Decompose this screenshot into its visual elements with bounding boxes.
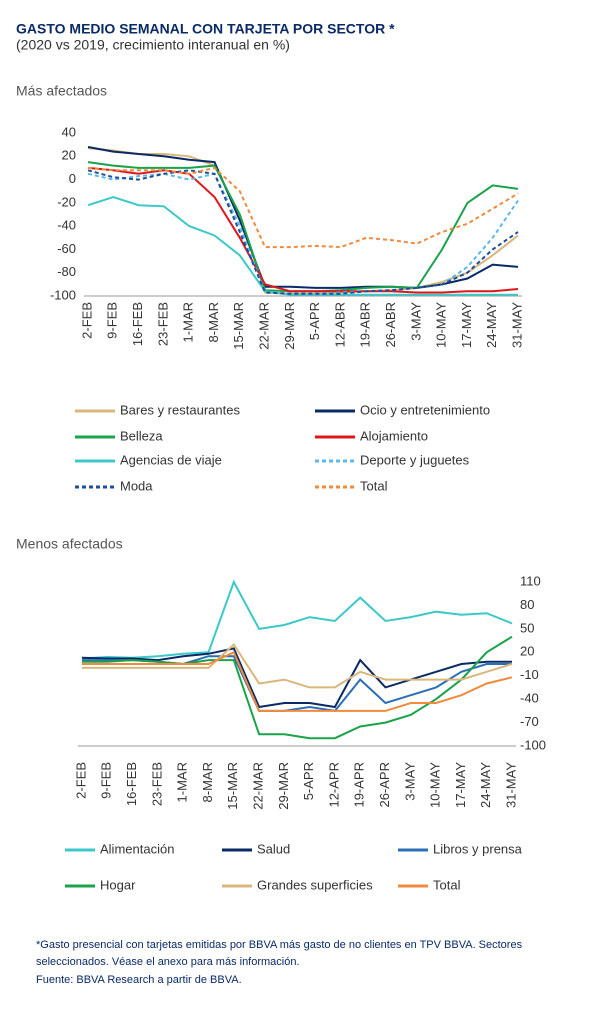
chart-title: Menos afectados: [16, 536, 123, 552]
series-line: [87, 161, 519, 293]
y-tick-label: -20: [57, 194, 76, 209]
y-tick-label: 40: [62, 124, 76, 139]
x-tick-label: 15-MAR: [231, 302, 246, 350]
legend-label: Grandes superficies: [257, 877, 373, 892]
y-tick-label: -80: [57, 264, 76, 279]
x-tick-label: 1-MAR: [175, 762, 190, 802]
legend-label: Total: [433, 877, 461, 892]
x-tick-label: 8-MAR: [200, 762, 215, 802]
y-tick-label: 80: [520, 597, 534, 612]
legend-label: Salud: [257, 841, 290, 856]
x-tick-label: 9-FEB: [99, 762, 114, 799]
legend-label: Ocio y entretenimiento: [360, 402, 490, 417]
x-tick-label: 19-ABR: [358, 302, 373, 348]
x-tick-label: 12-APR: [326, 762, 341, 808]
x-tick-label: 29-MAR: [282, 302, 297, 350]
chart-title: Más afectados: [16, 83, 107, 99]
x-tick-label: 16-FEB: [124, 762, 139, 806]
series-line: [87, 146, 519, 289]
series-line: [87, 169, 519, 295]
series-line: [82, 650, 513, 712]
y-tick-label: 0: [69, 171, 76, 186]
y-tick-label: -40: [520, 691, 539, 706]
legend-label: Bares y restaurantes: [120, 402, 240, 417]
x-tick-label: 9-FEB: [105, 302, 120, 339]
x-tick-label: 5-APR: [307, 302, 322, 340]
x-tick-label: 24-MAY: [478, 762, 493, 808]
x-tick-label: 5-APR: [301, 762, 316, 800]
x-tick-label: 10-MAY: [428, 762, 443, 808]
x-tick-label: 22-MAR: [256, 302, 271, 350]
x-tick-label: 12-ABR: [332, 302, 347, 348]
legend-label: Agencias de viaje: [120, 452, 222, 467]
series-line: [87, 166, 519, 249]
y-tick-label: -100: [520, 737, 546, 752]
page-title: GASTO MEDIO SEMANAL CON TARJETA POR SECT…: [16, 21, 395, 37]
footnote: *Gasto presencial con tarjetas emitidas …: [36, 939, 523, 951]
x-tick-label: 22-MAR: [250, 762, 265, 810]
footnote: seleccionados. Véase el anexo para más i…: [36, 956, 300, 968]
y-tick-label: 20: [520, 644, 534, 659]
x-tick-label: 31-MAY: [509, 302, 524, 348]
y-tick-label: 50: [520, 620, 534, 635]
x-tick-label: 8-MAR: [206, 302, 221, 342]
x-tick-label: 16-FEB: [130, 302, 145, 346]
x-tick-label: 3-MAY: [402, 762, 417, 801]
legend-label: Alojamiento: [360, 428, 428, 443]
legend-label: Belleza: [120, 428, 163, 443]
y-tick-label: 20: [62, 148, 76, 163]
x-tick-label: 1-MAR: [181, 302, 196, 342]
series-line: [82, 635, 513, 740]
y-tick-label: -40: [57, 218, 76, 233]
x-tick-label: 29-MAR: [276, 762, 291, 810]
series-line: [81, 647, 512, 709]
series-line: [87, 195, 518, 296]
x-tick-label: 23-FEB: [149, 762, 164, 806]
x-tick-label: 24-MAY: [484, 302, 499, 348]
legend-label: Alimentación: [100, 841, 174, 856]
x-tick-label: 2-FEB: [79, 302, 94, 339]
series-line: [87, 172, 519, 295]
series-line: [81, 579, 513, 660]
x-tick-label: 17-MAY: [453, 762, 468, 808]
y-tick-label: -100: [50, 287, 76, 302]
legend-label: Deporte y juguetes: [360, 452, 470, 467]
x-tick-label: 2-FEB: [73, 762, 88, 799]
page-subtitle: (2020 vs 2019, crecimiento interanual en…: [16, 37, 290, 53]
footnote: Fuente: BBVA Research a partir de BBVA.: [36, 974, 242, 986]
x-tick-label: 10-MAY: [434, 302, 449, 348]
x-tick-label: 17-MAY: [459, 302, 474, 348]
x-tick-label: 26-ABR: [383, 302, 398, 348]
legend-label: Total: [360, 478, 388, 493]
x-tick-label: 3-MAY: [408, 302, 423, 341]
x-tick-label: 19-APR: [352, 762, 367, 808]
x-tick-label: 26-APR: [377, 762, 392, 808]
y-tick-label: -60: [57, 241, 76, 256]
series-line: [82, 642, 513, 689]
legend-label: Moda: [120, 478, 153, 493]
x-tick-label: 23-FEB: [155, 302, 170, 346]
x-tick-label: 31-MAY: [503, 762, 518, 808]
legend-label: Libros y prensa: [433, 841, 523, 856]
x-tick-label: 15-MAR: [225, 762, 240, 810]
y-tick-label: 110: [520, 573, 541, 588]
y-tick-label: -10: [520, 667, 539, 682]
legend-label: Hogar: [100, 877, 136, 892]
y-tick-label: -70: [520, 714, 539, 729]
